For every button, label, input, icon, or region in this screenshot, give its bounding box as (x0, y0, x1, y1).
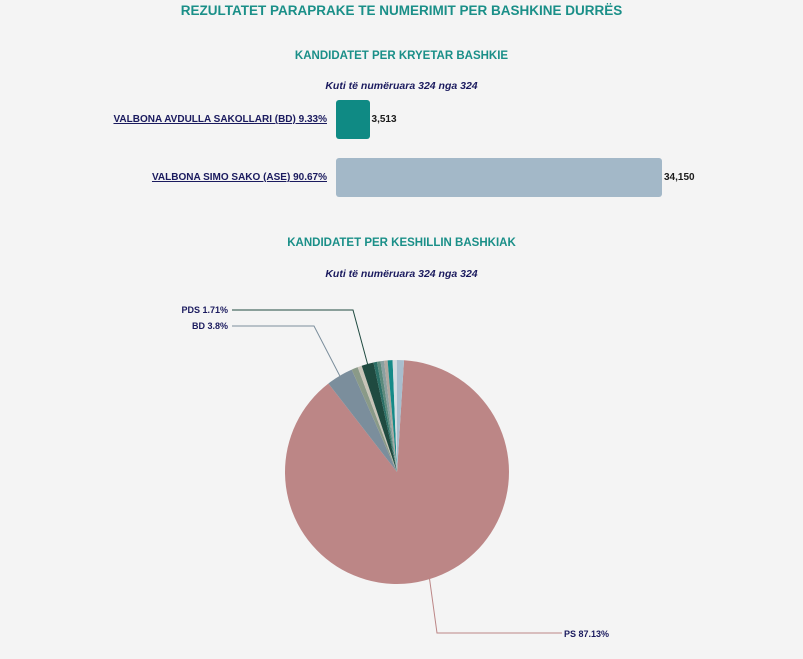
mayor-bar-2 (336, 158, 662, 197)
pie-slice-4 (357, 365, 397, 472)
pie-slice-9 (384, 360, 397, 472)
council-chart-title: KANDIDATET PER KESHILLIN BASHKIAK (287, 237, 516, 249)
mayor-candidate-label-2[interactable]: VALBONA SIMO SAKO (ASE) 90.67% (151, 172, 327, 183)
mayor-boxes-counted: Kuti të numëruara 324 nga 324 (325, 80, 478, 92)
mayor-candidate-label-1[interactable]: VALBONA AVDULLA SAKOLLARI (BD) 9.33% (113, 114, 327, 125)
pie-slice-3 (351, 367, 397, 472)
pie-leader-line-2 (232, 325, 342, 378)
mayor-chart-title: KANDIDATET PER KRYETAR BASHKIE (294, 50, 509, 62)
mayor-bar-1 (336, 100, 370, 139)
pie-slice-7 (376, 361, 397, 472)
council-boxes-counted: Kuti të numëruara 324 nga 324 (325, 268, 478, 280)
pie-slice-6 (373, 361, 397, 472)
pie-slice-2 (328, 369, 397, 472)
pie-slice-8 (380, 360, 397, 472)
pie-slice-10 (387, 360, 397, 472)
pie-slice-5 (361, 362, 397, 472)
mayor-bar-value-2: 34,150 (664, 172, 695, 183)
pie-label-ps: PS 87.13% (564, 629, 609, 639)
pie-slice-12 (396, 360, 405, 472)
pie-leader-line-1 (428, 577, 562, 634)
pie-label-pds: PDS 1.71% (181, 305, 228, 315)
page-title: REZULTATET PARAPRAKE TE NUMERIMIT PER BA… (180, 3, 623, 18)
pie-slice-1 (285, 360, 510, 585)
mayor-bar-value-1: 3,513 (371, 114, 397, 125)
pie-leader-line-5 (232, 309, 369, 367)
pie-label-bd: BD 3.8% (192, 321, 228, 331)
pie-slice-11 (392, 360, 397, 472)
